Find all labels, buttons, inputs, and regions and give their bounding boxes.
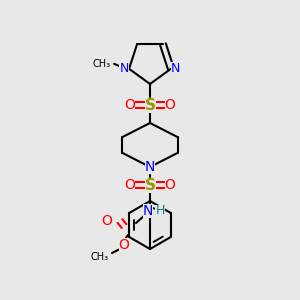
Text: N: N [143, 204, 153, 218]
Text: N: N [119, 62, 129, 75]
Text: O: O [165, 98, 176, 112]
Text: H: H [155, 205, 165, 218]
Text: O: O [118, 238, 129, 252]
Text: CH₃: CH₃ [91, 252, 109, 262]
Text: S: S [145, 98, 155, 112]
Text: S: S [145, 178, 155, 193]
Text: O: O [165, 178, 176, 192]
Text: N: N [145, 160, 155, 174]
Text: N: N [171, 62, 181, 75]
Text: O: O [102, 214, 112, 228]
Text: O: O [124, 98, 135, 112]
Text: O: O [124, 178, 135, 192]
Text: CH₃: CH₃ [92, 59, 110, 69]
